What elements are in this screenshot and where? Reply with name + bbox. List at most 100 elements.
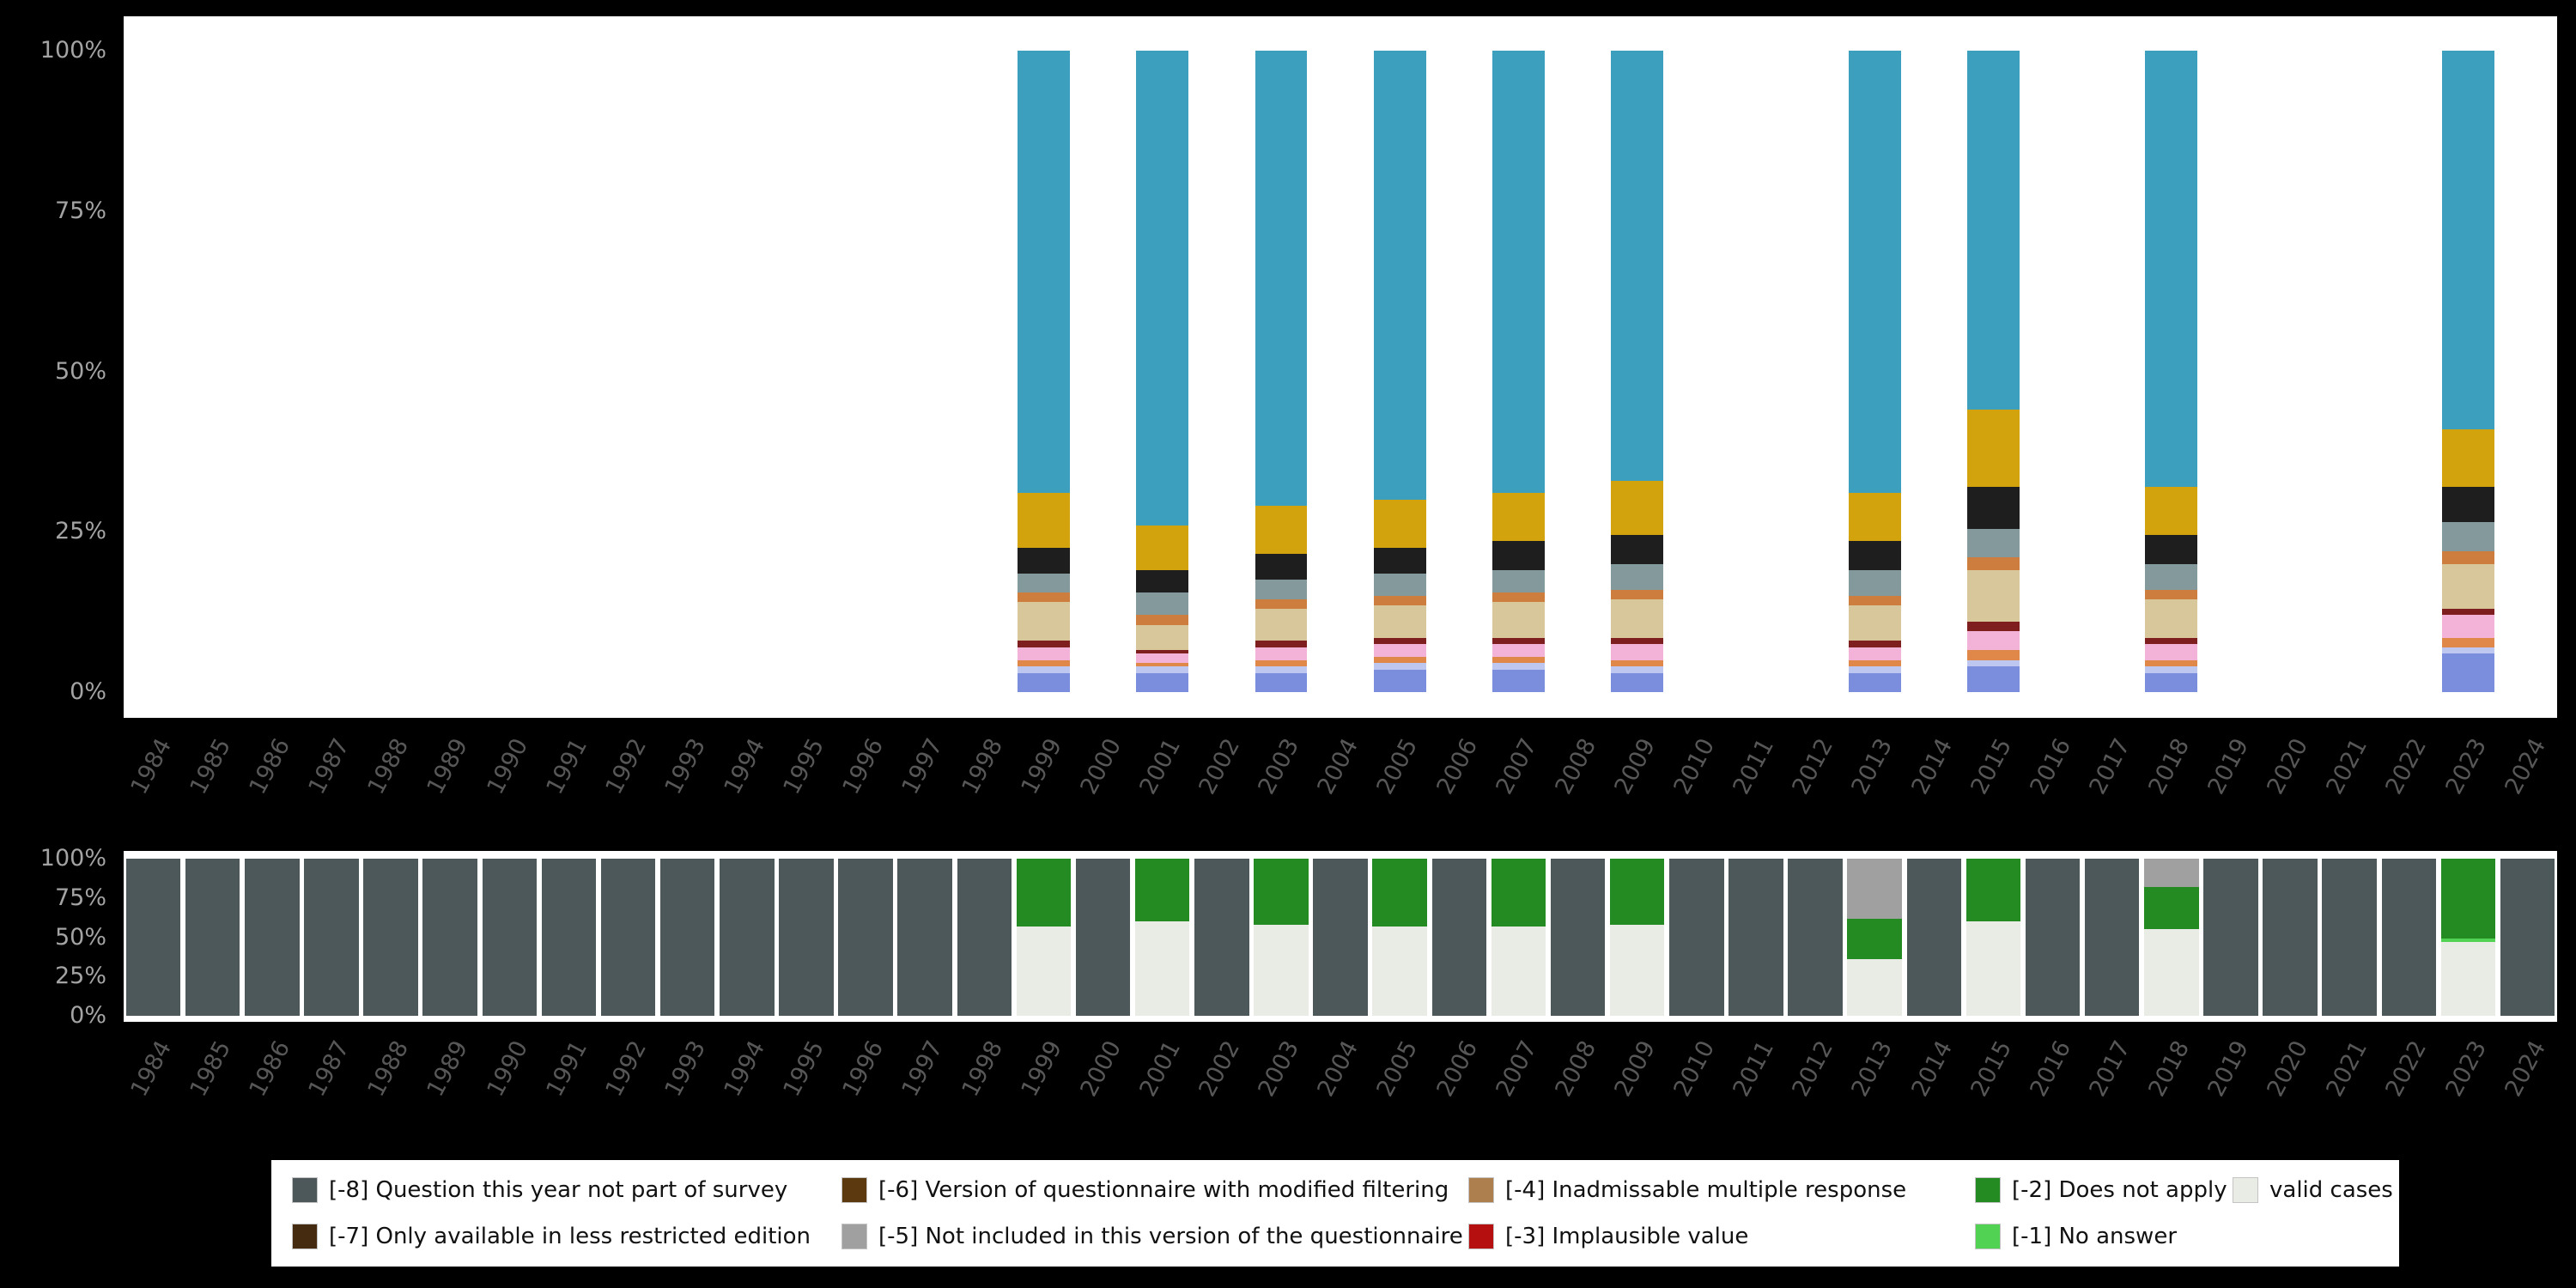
- bar-1988: [365, 51, 417, 692]
- bar-segment-segment-1: [1848, 672, 1901, 692]
- x-tick-label: 1990: [482, 1036, 533, 1102]
- x-tick-label: 1997: [896, 734, 949, 799]
- bar-segment---5-not-included-in-this-version-of-the-questionnaire: [1847, 859, 1902, 919]
- x-tick-label: 2014: [1905, 1036, 1958, 1102]
- bar-segment-segment-9: [1611, 535, 1664, 564]
- bar-slot-2007: [1489, 51, 1548, 692]
- bar-2024: [2501, 51, 2554, 692]
- bar-segment-valid-cases: [2440, 942, 2496, 1016]
- bar-slot-1991: [539, 859, 598, 1016]
- x-tick-label: 2021: [2321, 734, 2373, 799]
- bar-segment-segment-11: [1255, 51, 1308, 507]
- bar-segment---8-question-this-year-not-part-of-survey: [1906, 859, 1962, 1016]
- bar-segment---2-does-not-apply: [1372, 859, 1427, 927]
- legend-label--2: [-2] Does not apply: [2012, 1177, 2227, 1203]
- bar-segment---8-question-this-year-not-part-of-survey: [304, 859, 359, 1016]
- bar-2013: [1848, 51, 1901, 692]
- bar-segment-segment-3: [1611, 659, 1664, 667]
- bar-segment---8-question-this-year-not-part-of-survey: [779, 859, 834, 1016]
- bar-segment-segment-4: [2145, 643, 2198, 660]
- bar-segment-valid-cases: [1134, 921, 1190, 1016]
- x-tick-label: 2016: [2025, 1036, 2076, 1102]
- values-chart-y-axis: 100% 75% 50% 25% 0%: [0, 39, 113, 703]
- bar-slot-2008: [1548, 859, 1607, 1016]
- x-tick-label: 2024: [2500, 1036, 2551, 1102]
- bar-slot-1990: [480, 859, 539, 1016]
- values-chart-panel: [124, 16, 2557, 718]
- bar-segment-segment-1: [1611, 672, 1664, 692]
- bar-slot-1994: [717, 51, 776, 692]
- bar-slot-2021: [2320, 859, 2379, 1016]
- bar-slot-2003: [1251, 859, 1310, 1016]
- x-tick-label: 2011: [1728, 734, 1780, 799]
- bar-segment---8-question-this-year-not-part-of-survey: [1728, 859, 1783, 1016]
- x-tick-label: 2017: [2084, 734, 2136, 799]
- bar-2007: [1492, 51, 1545, 692]
- bar-slot-1984: [124, 859, 183, 1016]
- x-tick-label: 2023: [2440, 1036, 2492, 1102]
- bar-slot-2016: [2023, 51, 2082, 692]
- bar-2017: [2084, 859, 2140, 1016]
- bar-slot-2014: [1905, 859, 1964, 1016]
- x-tick-label: 2012: [1787, 734, 1839, 799]
- bar-slot-1994: [717, 859, 776, 1016]
- x-tick-label: 2006: [1431, 1036, 1483, 1102]
- bar-slot-2019: [2201, 859, 2260, 1016]
- y-tick-label: 100%: [39, 845, 106, 872]
- bar-segment-segment-10: [1967, 410, 2020, 487]
- bar-segment-segment-10: [2145, 487, 2198, 536]
- bar-slot-1995: [776, 859, 835, 1016]
- bar-slot-2000: [1073, 859, 1133, 1016]
- legend-label--3: [-3] Implausible value: [1505, 1224, 1749, 1249]
- x-tick-label: 2013: [1846, 734, 1899, 799]
- bar-segment-segment-4: [1018, 647, 1070, 660]
- bar-segment-segment-5: [1611, 637, 1664, 644]
- x-tick-label: 2005: [1371, 1036, 1424, 1102]
- x-tick-label: 1984: [125, 734, 177, 799]
- bar-segment-segment-3: [2442, 637, 2494, 647]
- bar-segment---2-does-not-apply: [1609, 859, 1665, 925]
- bar-segment-segment-8: [1018, 573, 1070, 593]
- bar-segment-segment-4: [1611, 643, 1664, 660]
- bar-1987: [304, 859, 359, 1016]
- bar-segment-segment-3: [1136, 663, 1189, 667]
- bar-segment---8-question-this-year-not-part-of-survey: [363, 859, 418, 1016]
- bar-segment-segment-4: [1848, 647, 1901, 660]
- legend-swatch--3: [1468, 1224, 1494, 1249]
- bar-segment-segment-4: [1373, 643, 1426, 657]
- x-tick-label: 2004: [1312, 734, 1364, 799]
- bar-segment-segment-2: [2442, 647, 2494, 654]
- x-tick-label: 1993: [659, 1036, 712, 1102]
- bar-2010: [1670, 51, 1722, 692]
- y-tick-label: 50%: [54, 357, 106, 385]
- bar-slot-1998: [955, 51, 1014, 692]
- bar-2012: [1789, 51, 1842, 692]
- x-tick-label: 1999: [1016, 1036, 1067, 1102]
- bar-segment-segment-11: [1136, 51, 1189, 526]
- bar-segment-segment-6: [1136, 624, 1189, 651]
- bar-slot-2017: [2082, 51, 2142, 692]
- bar-slot-2015: [1964, 859, 2023, 1016]
- bar-segment---8-question-this-year-not-part-of-survey: [2263, 859, 2318, 1016]
- y-tick-label: 100%: [39, 37, 106, 64]
- bar-1984: [125, 859, 181, 1016]
- bar-slot-2006: [1430, 51, 1489, 692]
- bar-slot-2003: [1251, 51, 1310, 692]
- bar-slot-2002: [1192, 51, 1251, 692]
- legend-label--5: [-5] Not included in this version of the…: [878, 1224, 1463, 1249]
- x-tick-label: 2007: [1491, 1036, 1542, 1102]
- bar-segment-segment-7: [1136, 615, 1189, 625]
- bar-segment-segment-4: [1492, 643, 1545, 657]
- bar-segment-segment-7: [1373, 595, 1426, 606]
- bar-segment-segment-3: [1255, 659, 1308, 667]
- bar-segment---8-question-this-year-not-part-of-survey: [1669, 859, 1724, 1016]
- x-tick-label: 1995: [778, 1036, 830, 1102]
- bar-2009: [1609, 859, 1665, 1016]
- bar-1995: [781, 51, 833, 692]
- bar-slot-1996: [836, 859, 896, 1016]
- bar-slot-2011: [1726, 51, 1785, 692]
- legend-swatch-valid: [2233, 1177, 2258, 1203]
- x-tick-label: 1999: [1016, 734, 1067, 799]
- bar-segment-valid-cases: [1016, 926, 1072, 1016]
- y-tick-label: 50%: [54, 923, 106, 951]
